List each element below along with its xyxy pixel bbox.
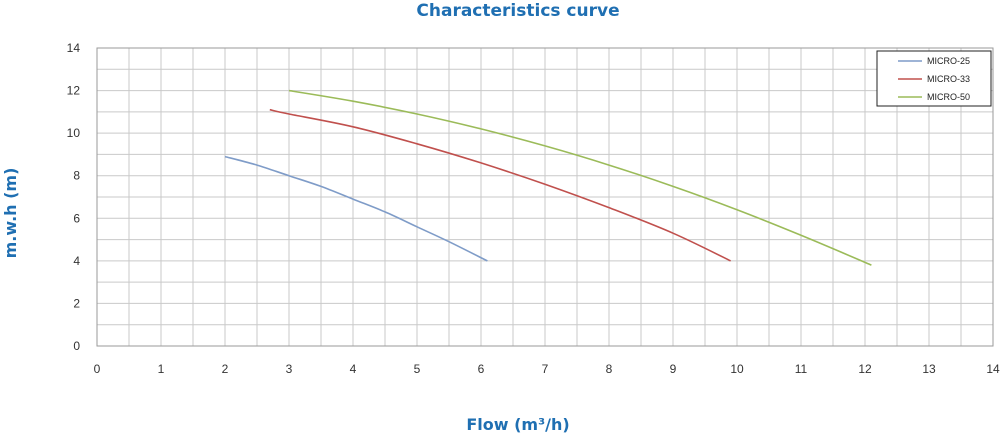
x-tick-label: 4 xyxy=(350,362,357,376)
y-tick-label: 6 xyxy=(73,211,80,225)
y-tick-label: 8 xyxy=(73,169,80,183)
y-tick-label: 4 xyxy=(73,254,80,268)
x-tick-label: 0 xyxy=(94,362,101,376)
legend-label: MICRO-25 xyxy=(927,56,970,66)
y-tick-label: 2 xyxy=(73,296,80,310)
legend: MICRO-25 MICRO-33 MICRO-50 xyxy=(876,50,992,107)
x-tick-label: 12 xyxy=(858,362,872,376)
x-tick-label: 6 xyxy=(478,362,485,376)
x-tick-label: 3 xyxy=(286,362,293,376)
x-tick-label: 5 xyxy=(414,362,421,376)
x-axis-title: Flow (m³/h) xyxy=(466,415,569,434)
series-line-micro-33 xyxy=(269,108,731,262)
series-line-micro-25 xyxy=(224,155,488,262)
plot-frame xyxy=(96,47,994,347)
legend-box xyxy=(876,50,992,107)
y-axis-title: m.w.h (m) xyxy=(1,168,20,259)
y-tick-labels: 0 2 4 6 8 10 12 14 xyxy=(67,41,81,353)
legend-label: MICRO-50 xyxy=(927,92,970,102)
y-tick-label: 0 xyxy=(73,339,80,353)
y-tick-label: 14 xyxy=(67,41,81,55)
chart-title: Characteristics curve xyxy=(416,1,619,21)
series-lines xyxy=(224,89,872,266)
x-tick-label: 13 xyxy=(922,362,936,376)
x-tick-label: 11 xyxy=(795,362,808,376)
x-tick-label: 14 xyxy=(986,362,1000,376)
x-tick-label: 7 xyxy=(542,362,549,376)
x-tick-label: 2 xyxy=(222,362,229,376)
y-tick-label: 12 xyxy=(67,84,81,98)
x-tick-label: 1 xyxy=(158,362,165,376)
x-tick-label: 9 xyxy=(670,362,677,376)
x-tick-label: 10 xyxy=(730,362,744,376)
series-line-micro-50 xyxy=(288,89,872,266)
grid xyxy=(96,47,994,347)
y-tick-label: 10 xyxy=(67,126,81,140)
x-tick-labels: 0 1 2 3 4 5 6 7 8 9 10 11 12 13 14 xyxy=(94,362,1000,376)
legend-label: MICRO-33 xyxy=(927,74,970,84)
x-tick-label: 8 xyxy=(606,362,613,376)
